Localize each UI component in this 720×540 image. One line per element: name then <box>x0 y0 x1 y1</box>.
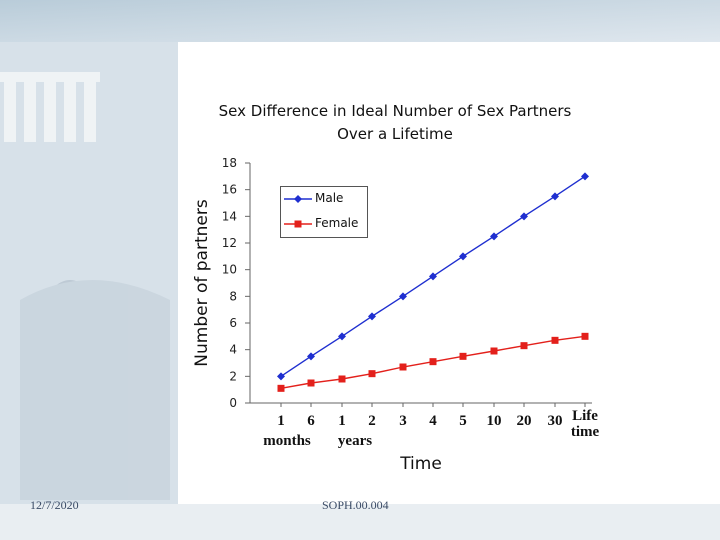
male-data-point <box>429 272 437 281</box>
x-tick-label: 6 <box>307 413 315 429</box>
y-axis-title: Number of partners <box>192 199 212 367</box>
y-tick-label: 14 <box>222 209 237 223</box>
legend-item-female: Female <box>281 216 367 232</box>
female-marker-icon <box>284 220 312 228</box>
female-data-point <box>307 379 315 387</box>
chart-title: Sex Difference in Ideal Number of Sex Pa… <box>218 102 572 120</box>
x-tick-label: 3 <box>399 413 407 429</box>
male-data-point <box>307 352 315 361</box>
male-data-point <box>399 292 407 301</box>
footer-course: SOPH.00.004 <box>322 498 389 512</box>
x-tick-label: 2 <box>368 413 376 429</box>
x-group-label: years <box>338 433 372 449</box>
footer-date: 12/7/2020 <box>30 498 79 512</box>
y-tick-label: 8 <box>229 289 237 303</box>
female-data-point <box>429 358 437 366</box>
female-data-point <box>551 336 559 344</box>
x-group-label: months <box>263 433 311 449</box>
y-tick-label: 0 <box>229 396 237 410</box>
male-data-point <box>490 232 498 241</box>
x-tick-label: 10 <box>487 413 502 429</box>
female-data-point <box>459 352 467 360</box>
legend-item-male: Male <box>281 191 367 207</box>
female-data-point <box>520 342 528 350</box>
chart-legend: Male Female <box>280 186 368 238</box>
female-data-point <box>338 375 346 383</box>
male-data-point <box>368 312 376 321</box>
x-tick-label: 1 <box>277 413 285 429</box>
female-data-point <box>490 347 498 355</box>
female-data-point <box>368 370 376 378</box>
male-data-point <box>338 332 346 341</box>
x-tick-label: 30 <box>548 413 563 429</box>
x-tick-label: Life <box>572 408 598 424</box>
x-tick-label: 20 <box>517 413 532 429</box>
female-data-point <box>581 332 589 340</box>
x-tick-label: 5 <box>459 413 467 429</box>
chart-subtitle: Over a Lifetime <box>337 125 453 143</box>
statue-silhouette <box>20 280 170 500</box>
male-data-point <box>581 172 589 181</box>
male-marker-icon <box>284 195 312 203</box>
y-tick-label: 12 <box>222 236 237 250</box>
legend-label-female: Female <box>315 216 359 230</box>
x-tick-label: time <box>571 424 600 440</box>
male-data-point <box>459 252 467 261</box>
female-data-point <box>277 384 285 392</box>
male-data-point <box>277 372 285 381</box>
male-data-point <box>520 212 528 221</box>
y-tick-label: 6 <box>229 316 237 330</box>
columns-graphic <box>0 72 100 142</box>
x-axis-title: Time <box>399 454 442 474</box>
y-tick-label: 4 <box>229 343 237 357</box>
female-data-point <box>399 363 407 371</box>
chart-title-block: Sex Difference in Ideal Number of Sex Pa… <box>180 100 610 146</box>
y-tick-label: 16 <box>222 183 237 197</box>
y-tick-label: 18 <box>222 156 237 170</box>
legend-label-male: Male <box>315 191 344 205</box>
x-tick-label: 4 <box>429 413 437 429</box>
y-tick-label: 2 <box>229 369 237 383</box>
y-tick-label: 10 <box>222 263 237 277</box>
slide-panel <box>178 42 720 504</box>
x-tick-label: 1 <box>338 413 346 429</box>
male-data-point <box>551 192 559 201</box>
